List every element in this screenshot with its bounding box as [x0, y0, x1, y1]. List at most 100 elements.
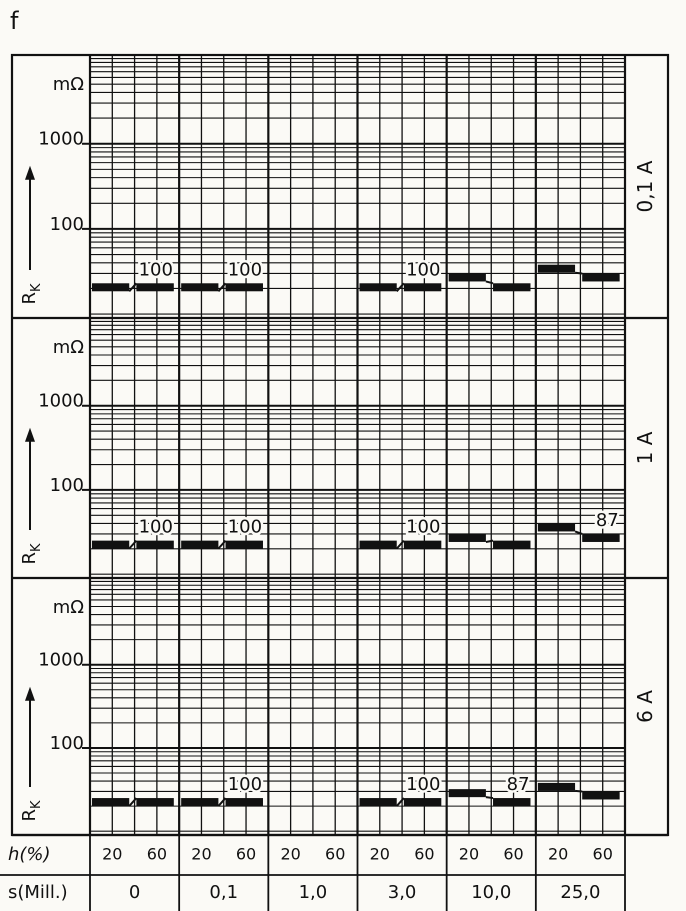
bar [403, 540, 442, 549]
bar [136, 283, 174, 292]
y-axis-label: RK [19, 283, 44, 305]
y-axis-label-sub: K [29, 283, 44, 292]
bar [493, 798, 531, 807]
bar-connector [217, 539, 227, 550]
annotation: 100 [139, 259, 173, 280]
bar [537, 523, 576, 532]
h-tick-label: 20 [102, 845, 122, 864]
bar [582, 273, 620, 282]
h-tick-label: 60 [236, 845, 256, 864]
h-tick-label: 60 [414, 845, 434, 864]
bar-connector [395, 282, 405, 292]
s-category-label: 10,0 [471, 882, 511, 903]
bar-connector [574, 271, 583, 275]
annotation: 87 [507, 774, 530, 795]
bar [225, 798, 263, 807]
bar [403, 283, 442, 292]
y-tick-label: 1000 [38, 129, 84, 150]
bar-connector [485, 539, 494, 543]
bar-connector [485, 796, 494, 800]
bar [181, 283, 219, 292]
panel-label: 0,1 A [633, 160, 657, 212]
y-tick-label: 100 [50, 733, 84, 754]
bar [448, 273, 486, 282]
y-axis-label: RK [19, 543, 44, 565]
bar [136, 798, 174, 807]
bar [448, 533, 486, 542]
y-axis-label-main: R [19, 292, 40, 305]
annotation: 87 [596, 510, 619, 531]
bar [92, 283, 130, 292]
bar [359, 540, 397, 549]
bar [225, 283, 263, 292]
y-axis-label-main: R [19, 809, 40, 822]
bar [448, 789, 486, 798]
panel-label: 6 A [633, 690, 657, 723]
bar [359, 798, 397, 807]
y-tick-label: 100 [50, 475, 84, 496]
bar [537, 782, 576, 791]
annotation: 100 [228, 259, 262, 280]
y-axis-label: RK [19, 800, 44, 822]
y-axis-label-sub: K [29, 800, 44, 809]
bar [582, 791, 620, 800]
h-axis-label: h(%) [8, 844, 51, 865]
y-tick-label: 1000 [38, 391, 84, 412]
bar-connector [128, 539, 138, 550]
y-axis-label-sub: K [29, 543, 44, 552]
bar [493, 540, 531, 549]
bar-connector [485, 280, 494, 285]
y-tick-label: 1000 [38, 650, 84, 671]
arrow-head [25, 427, 35, 442]
arrow-head [25, 165, 35, 180]
annotation: 100 [406, 259, 440, 280]
s-category-label: 25,0 [560, 882, 600, 903]
bar [225, 540, 263, 549]
y-axis-label-main: R [19, 552, 40, 565]
h-tick-label: 60 [593, 845, 613, 864]
y-tick-label: 100 [50, 214, 84, 235]
arrow-head [25, 686, 35, 701]
y-unit: mΩ [53, 74, 85, 95]
annotation: 100 [406, 517, 440, 538]
h-tick-label: 20 [548, 845, 568, 864]
bar-connector [574, 789, 583, 793]
annotation: 100 [139, 517, 173, 538]
h-tick-label: 20 [459, 845, 479, 864]
figure-letter: f [10, 7, 19, 35]
annotation: 100 [406, 774, 440, 795]
s-category-label: 3,0 [388, 882, 417, 903]
bar-connector [217, 797, 227, 807]
s-category-label: 0,1 [209, 882, 238, 903]
bar-connector [217, 282, 227, 292]
h-tick-label: 60 [147, 845, 167, 864]
h-tick-label: 20 [370, 845, 390, 864]
bar-connector [128, 282, 138, 292]
frame [10, 53, 670, 837]
bar [92, 798, 130, 807]
bar [181, 540, 219, 549]
h-tick-label: 20 [191, 845, 211, 864]
bar-connector [574, 530, 583, 535]
bar [582, 533, 620, 542]
bar [92, 540, 130, 549]
h-tick-label: 60 [325, 845, 345, 864]
bar [403, 798, 442, 807]
bar-connector [128, 797, 138, 807]
bar-connector [395, 539, 405, 550]
h-tick-label: 60 [503, 845, 523, 864]
bar [537, 264, 576, 273]
bar [359, 283, 397, 292]
bar [136, 540, 174, 549]
h-tick-label: 20 [280, 845, 300, 864]
bar [181, 798, 219, 807]
s-category-label: 0 [129, 882, 140, 903]
s-category-label: 1,0 [299, 882, 328, 903]
bar-connector [395, 797, 405, 807]
bar [493, 283, 531, 292]
y-unit: mΩ [53, 597, 85, 618]
y-unit: mΩ [53, 337, 85, 358]
s-axis-label: s(Mill.) [8, 882, 68, 903]
annotation: 100 [228, 517, 262, 538]
